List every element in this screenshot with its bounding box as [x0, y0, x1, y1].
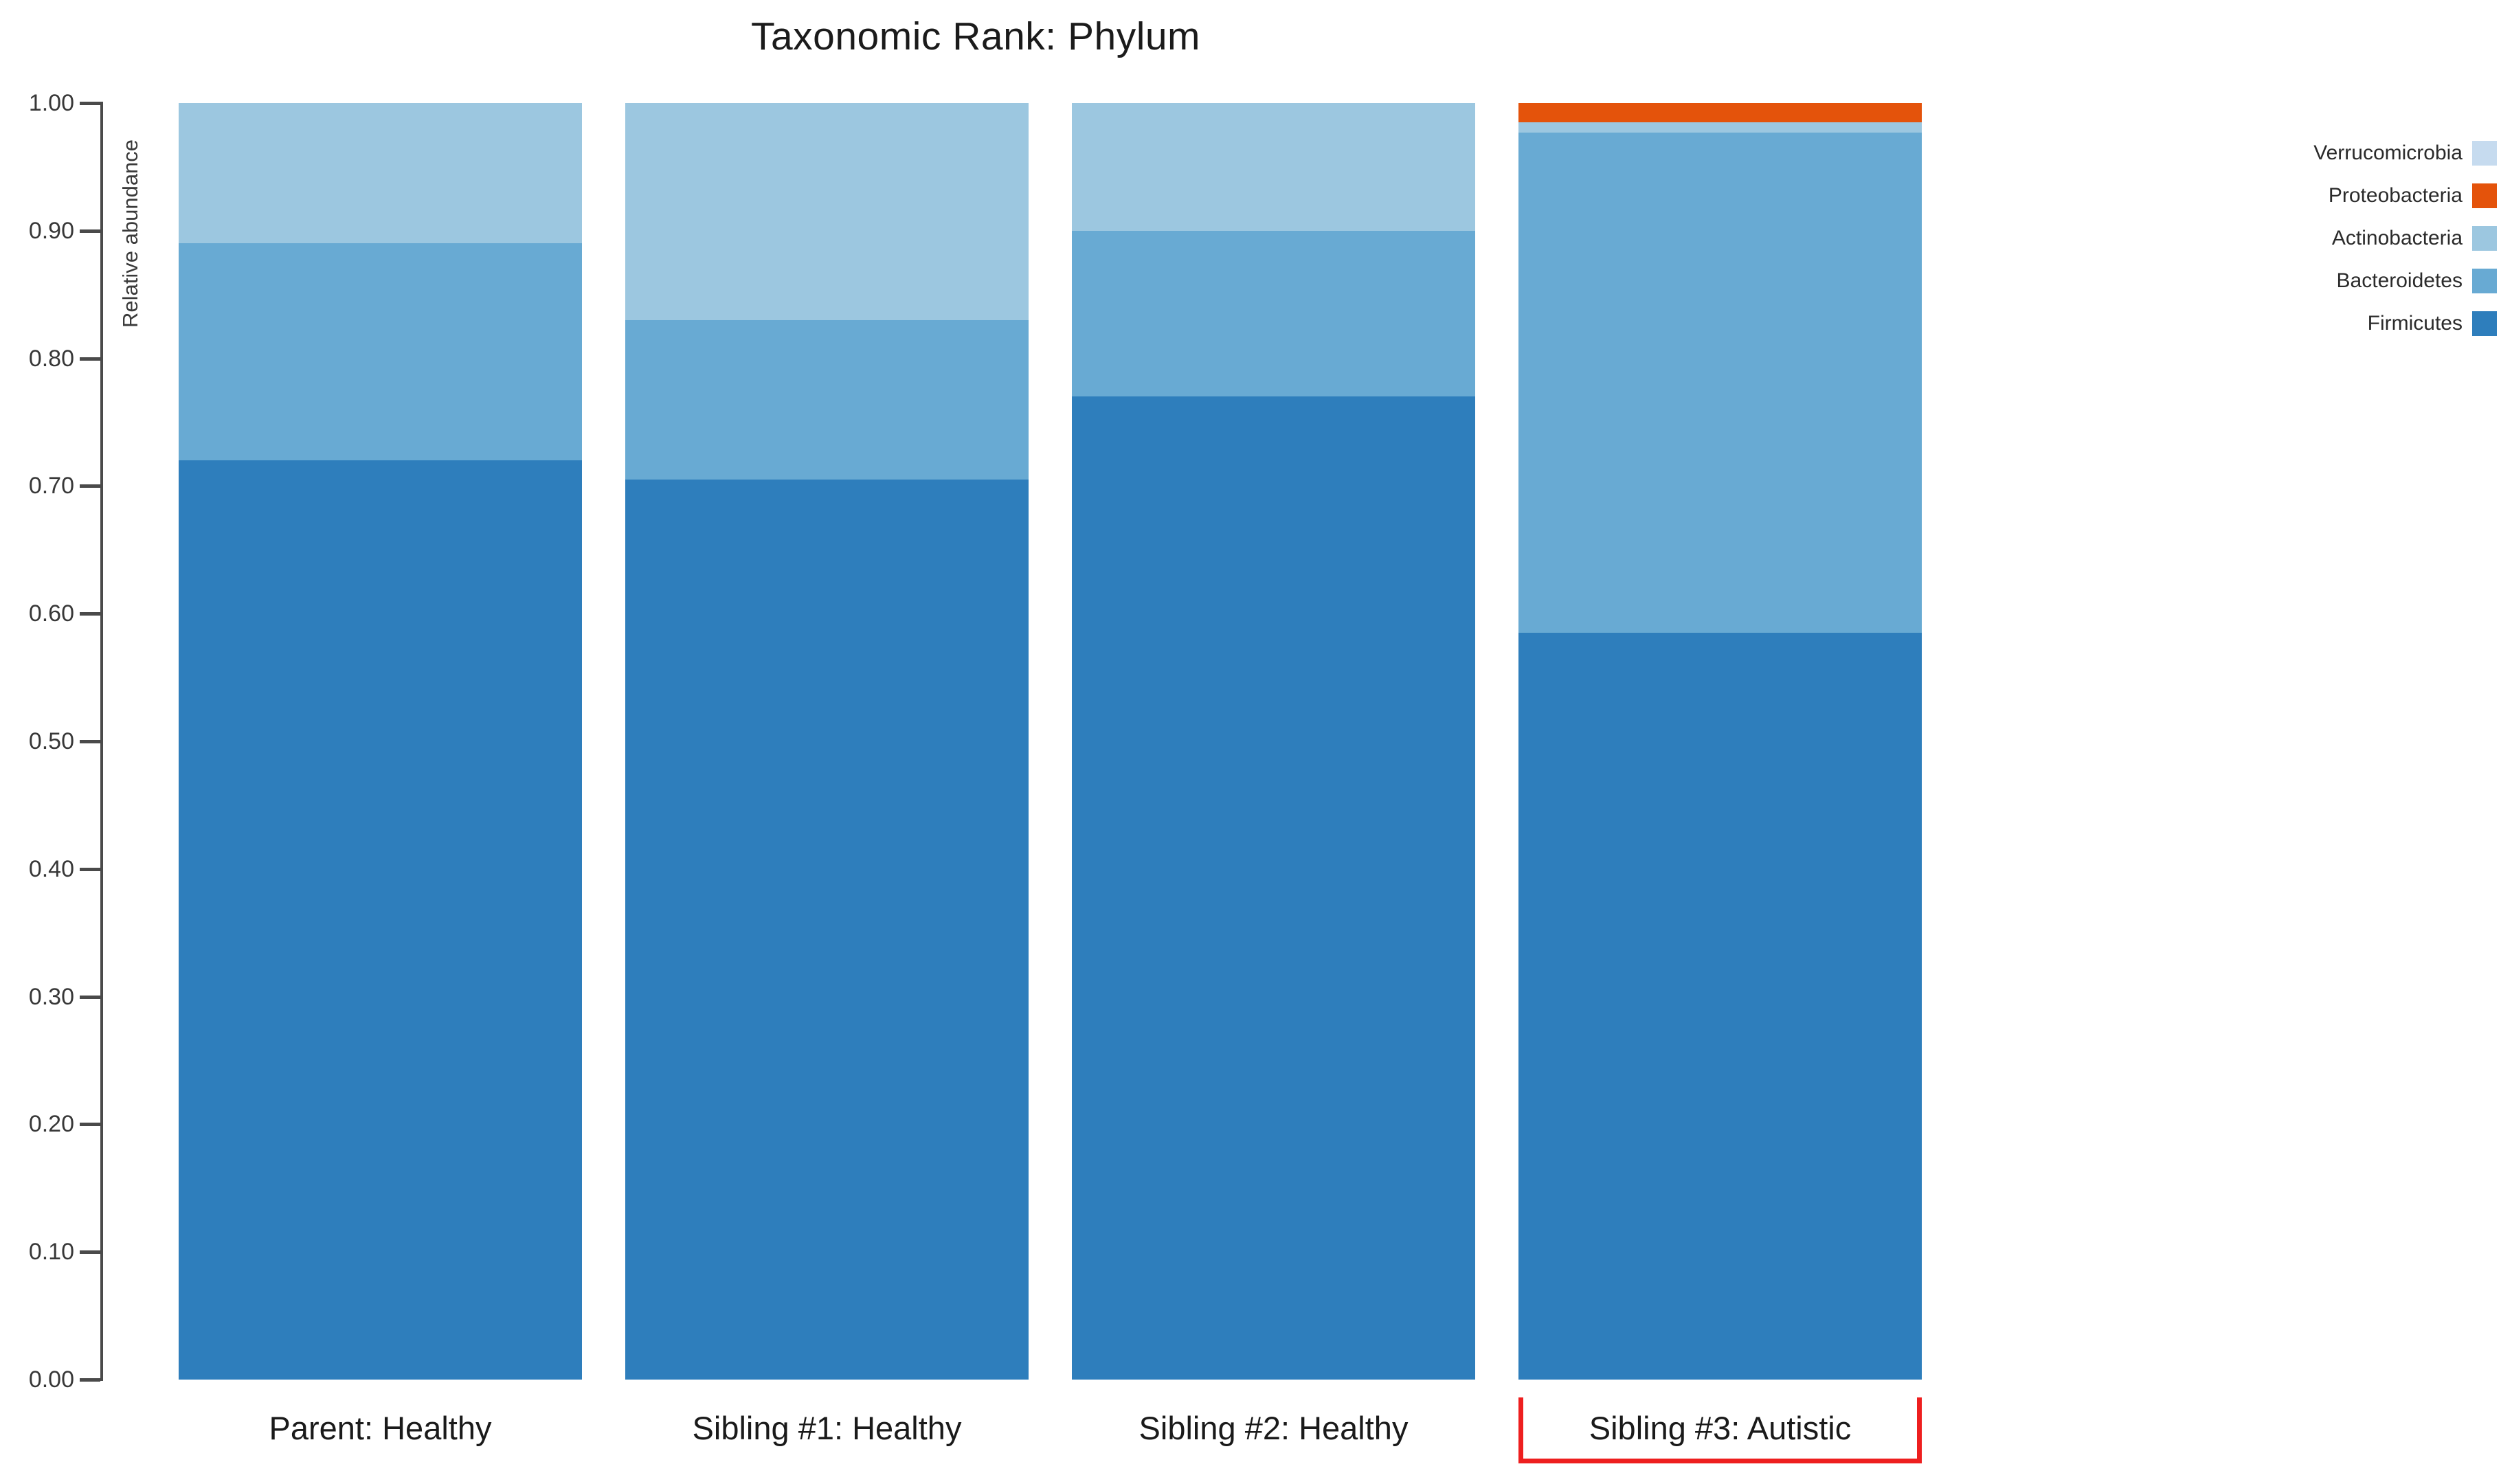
x-category-label: Parent: Healthy [269, 1410, 492, 1446]
chart-title: Taxonomic Rank: Phylum [750, 14, 1201, 58]
bar-segment-actinobacteria [179, 103, 582, 244]
stacked-bar [179, 103, 582, 1380]
y-tick [80, 1250, 100, 1255]
y-tick-label: 0.90 [28, 217, 74, 244]
y-tick-label: 0.10 [28, 1239, 74, 1266]
y-axis-line [100, 102, 103, 1381]
legend-item: Firmicutes [2313, 311, 2497, 336]
legend-label: Firmicutes [2367, 312, 2463, 335]
legend-swatch-icon [2472, 183, 2497, 208]
y-tick-label: 1.00 [28, 90, 74, 116]
y-tick [80, 995, 100, 999]
x-category-label: Sibling #2: Healthy [1139, 1410, 1409, 1446]
bar-segment-bacteroidetes [1518, 132, 1922, 633]
legend: Verrucomicrobia Proteobacteria Actinobacte… [2313, 141, 2497, 354]
bar-segment-actinobacteria [625, 103, 1029, 320]
bar-segment-firmicutes [625, 480, 1029, 1380]
stacked-bar [1518, 103, 1922, 1380]
legend-item: Verrucomicrobia [2313, 141, 2497, 166]
bar-segment-firmicutes [1518, 633, 1922, 1380]
legend-label: Actinobacteria [2331, 227, 2463, 249]
bar-segment-bacteroidetes [1072, 230, 1475, 397]
y-tick [80, 740, 100, 743]
legend-swatch-icon [2472, 141, 2497, 166]
y-tick-label: 0.80 [28, 345, 74, 372]
y-tick-label: 0.20 [28, 1111, 74, 1138]
legend-item: Proteobacteria [2313, 183, 2497, 208]
legend-swatch-icon [2472, 226, 2497, 251]
y-tick [80, 229, 100, 233]
legend-label: Bacteroidetes [2336, 269, 2463, 292]
y-tick [80, 1123, 100, 1127]
y-tick [80, 102, 100, 105]
legend-swatch-icon [2472, 269, 2497, 293]
stacked-bar [1072, 103, 1475, 1380]
y-tick [80, 867, 100, 871]
bar-segment-bacteroidetes [179, 243, 582, 461]
legend-swatch-icon [2472, 311, 2497, 336]
y-tick-label: 0.50 [28, 728, 74, 754]
y-tick [80, 1378, 100, 1382]
stacked-bar [625, 103, 1029, 1380]
legend-item: Actinobacteria [2313, 226, 2497, 251]
x-category-label-highlighted: Sibling #3: Autistic [1518, 1397, 1922, 1463]
bar-segment-actinobacteria [1518, 122, 1922, 133]
legend-item: Bacteroidetes [2313, 269, 2497, 293]
bar-segment-bacteroidetes [625, 319, 1029, 480]
y-tick [80, 357, 100, 361]
legend-label: Proteobacteria [2328, 184, 2463, 207]
y-tick-label: 0.30 [28, 983, 74, 1010]
bar-segment-actinobacteria [1072, 103, 1475, 231]
y-tick-label: 0.70 [28, 473, 74, 499]
bar-segment-firmicutes [1072, 396, 1475, 1380]
legend-label: Verrucomicrobia [2313, 142, 2463, 164]
y-axis-title: Relative abundance [118, 139, 142, 328]
y-tick-label: 0.60 [28, 600, 74, 627]
bar-segment-firmicutes [179, 460, 582, 1380]
y-tick-label: 0.00 [28, 1367, 74, 1393]
bar-segment-proteobacteria [1518, 103, 1922, 122]
x-category-label: Sibling #1: Healthy [692, 1410, 962, 1446]
y-tick [80, 612, 100, 616]
y-tick-label: 0.40 [28, 855, 74, 882]
y-tick [80, 484, 100, 488]
